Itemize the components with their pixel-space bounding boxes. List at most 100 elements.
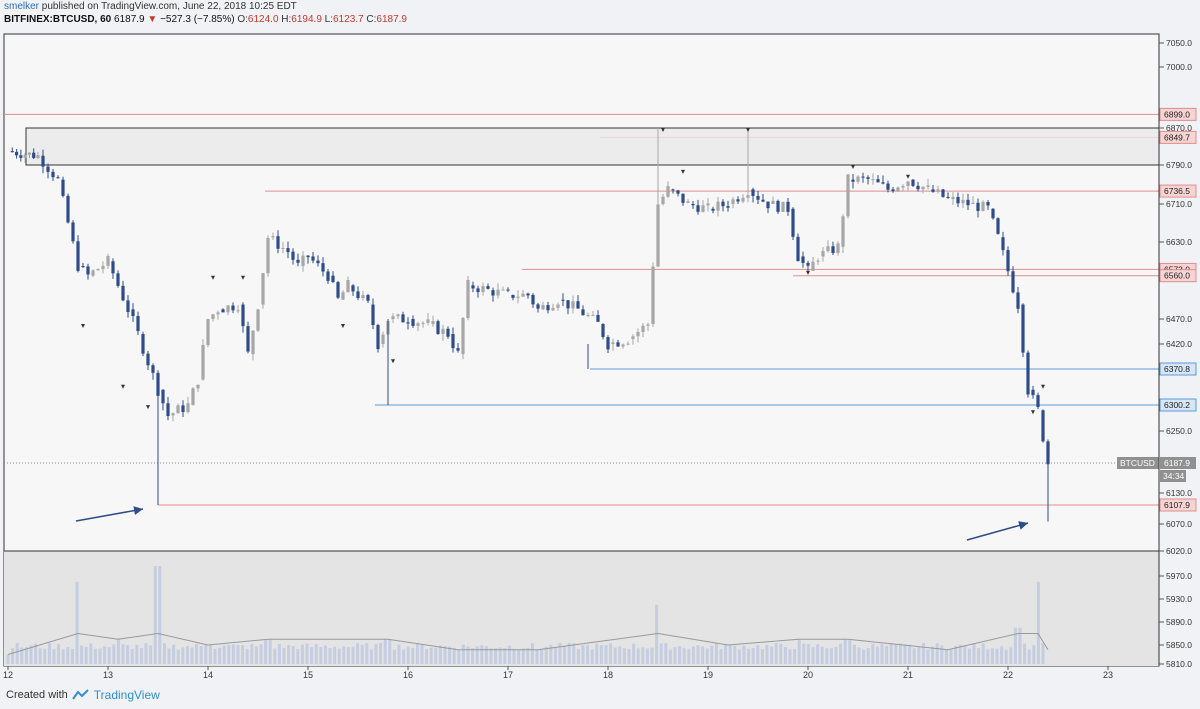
- candle-body[interactable]: [27, 152, 32, 155]
- candle-body[interactable]: [171, 413, 175, 416]
- candle-body[interactable]: [276, 236, 280, 249]
- candle-body[interactable]: [646, 324, 650, 326]
- candle-body[interactable]: [896, 187, 900, 192]
- candle-body[interactable]: [436, 321, 440, 334]
- candle-body[interactable]: [816, 260, 820, 262]
- candle-body[interactable]: [176, 405, 180, 414]
- candle-body[interactable]: [76, 241, 80, 271]
- candle-body[interactable]: [796, 236, 800, 262]
- candle-body[interactable]: [36, 155, 40, 159]
- candle-body[interactable]: [711, 208, 715, 211]
- tradingview-brand[interactable]: TradingView: [93, 688, 160, 702]
- candle-body[interactable]: [166, 403, 170, 417]
- candle-body[interactable]: [91, 270, 95, 276]
- candle-body[interactable]: [921, 186, 925, 190]
- candle-body[interactable]: [851, 179, 855, 182]
- candle-body[interactable]: [541, 305, 545, 310]
- candle-body[interactable]: [696, 205, 700, 212]
- candle-body[interactable]: [561, 299, 565, 301]
- candle-body[interactable]: [611, 342, 615, 344]
- candle-body[interactable]: [976, 202, 980, 211]
- candle-body[interactable]: [1016, 292, 1020, 309]
- candle-body[interactable]: [916, 185, 920, 190]
- candle-body[interactable]: [351, 285, 355, 292]
- candle-body[interactable]: [581, 309, 585, 316]
- candle-body[interactable]: [901, 185, 905, 188]
- candle-body[interactable]: [296, 259, 300, 263]
- candle-body[interactable]: [716, 201, 720, 211]
- candle-body[interactable]: [791, 208, 795, 237]
- candle-body[interactable]: [506, 289, 510, 291]
- candle-body[interactable]: [486, 286, 490, 289]
- candle-body[interactable]: [481, 286, 485, 293]
- candle-body[interactable]: [19, 155, 23, 158]
- candle-body[interactable]: [831, 246, 835, 253]
- candle-body[interactable]: [621, 344, 625, 347]
- candle-body[interactable]: [826, 246, 830, 252]
- candle-body[interactable]: [196, 384, 200, 389]
- candle-body[interactable]: [421, 322, 425, 324]
- candle-body[interactable]: [971, 202, 975, 204]
- candle-body[interactable]: [32, 152, 36, 159]
- candle-body[interactable]: [946, 196, 950, 198]
- candle-body[interactable]: [356, 291, 360, 299]
- candle-body[interactable]: [231, 305, 235, 311]
- candle-body[interactable]: [131, 309, 135, 316]
- candle-body[interactable]: [666, 186, 670, 197]
- candle-body[interactable]: [911, 179, 915, 186]
- candle-body[interactable]: [146, 353, 150, 366]
- candle-body[interactable]: [1006, 250, 1010, 272]
- candle-body[interactable]: [66, 195, 70, 223]
- candle-body[interactable]: [271, 236, 275, 238]
- candle-body[interactable]: [641, 325, 645, 332]
- candle-body[interactable]: [961, 199, 965, 204]
- candle-body[interactable]: [1041, 410, 1045, 442]
- candle-body[interactable]: [606, 337, 610, 350]
- candle-body[interactable]: [346, 280, 350, 293]
- candle-body[interactable]: [756, 195, 760, 200]
- candle-body[interactable]: [496, 289, 500, 296]
- candle-body[interactable]: [726, 206, 730, 208]
- candle-body[interactable]: [876, 179, 880, 183]
- candle-body[interactable]: [941, 189, 945, 197]
- candle-body[interactable]: [121, 285, 125, 301]
- candle-body[interactable]: [71, 222, 75, 242]
- candle-body[interactable]: [986, 201, 990, 206]
- candle-body[interactable]: [516, 296, 520, 298]
- candle-body[interactable]: [601, 324, 605, 338]
- candle-body[interactable]: [521, 293, 525, 297]
- candle-body[interactable]: [221, 309, 225, 313]
- candle-body[interactable]: [101, 265, 105, 270]
- candle-body[interactable]: [371, 304, 375, 325]
- candle-body[interactable]: [951, 196, 955, 200]
- candle-body[interactable]: [191, 388, 195, 406]
- candle-body[interactable]: [931, 189, 935, 192]
- candle-body[interactable]: [266, 237, 270, 274]
- candle-body[interactable]: [631, 336, 635, 339]
- candle-body[interactable]: [316, 260, 320, 264]
- candle-body[interactable]: [771, 200, 775, 204]
- candle-body[interactable]: [321, 263, 325, 272]
- candle-body[interactable]: [491, 290, 495, 296]
- candle-body[interactable]: [446, 328, 450, 337]
- candle-body[interactable]: [566, 300, 570, 309]
- candle-body[interactable]: [416, 323, 420, 326]
- candle-body[interactable]: [96, 269, 100, 271]
- candle-body[interactable]: [161, 389, 165, 404]
- resistance-zone[interactable]: [25, 127, 1160, 166]
- candle-body[interactable]: [701, 205, 705, 212]
- candle-body[interactable]: [676, 190, 680, 194]
- candle-body[interactable]: [556, 304, 560, 308]
- candle-body[interactable]: [46, 166, 50, 172]
- candle-body[interactable]: [501, 289, 505, 291]
- candle-body[interactable]: [396, 314, 400, 317]
- candle-body[interactable]: [1001, 237, 1005, 251]
- candle-body[interactable]: [391, 316, 395, 319]
- candle-body[interactable]: [1021, 304, 1025, 353]
- candle-body[interactable]: [886, 183, 890, 190]
- candle-body[interactable]: [956, 196, 960, 204]
- candle-body[interactable]: [326, 271, 330, 281]
- candle-body[interactable]: [426, 319, 430, 323]
- candle-body[interactable]: [361, 295, 365, 299]
- candle-body[interactable]: [156, 372, 160, 396]
